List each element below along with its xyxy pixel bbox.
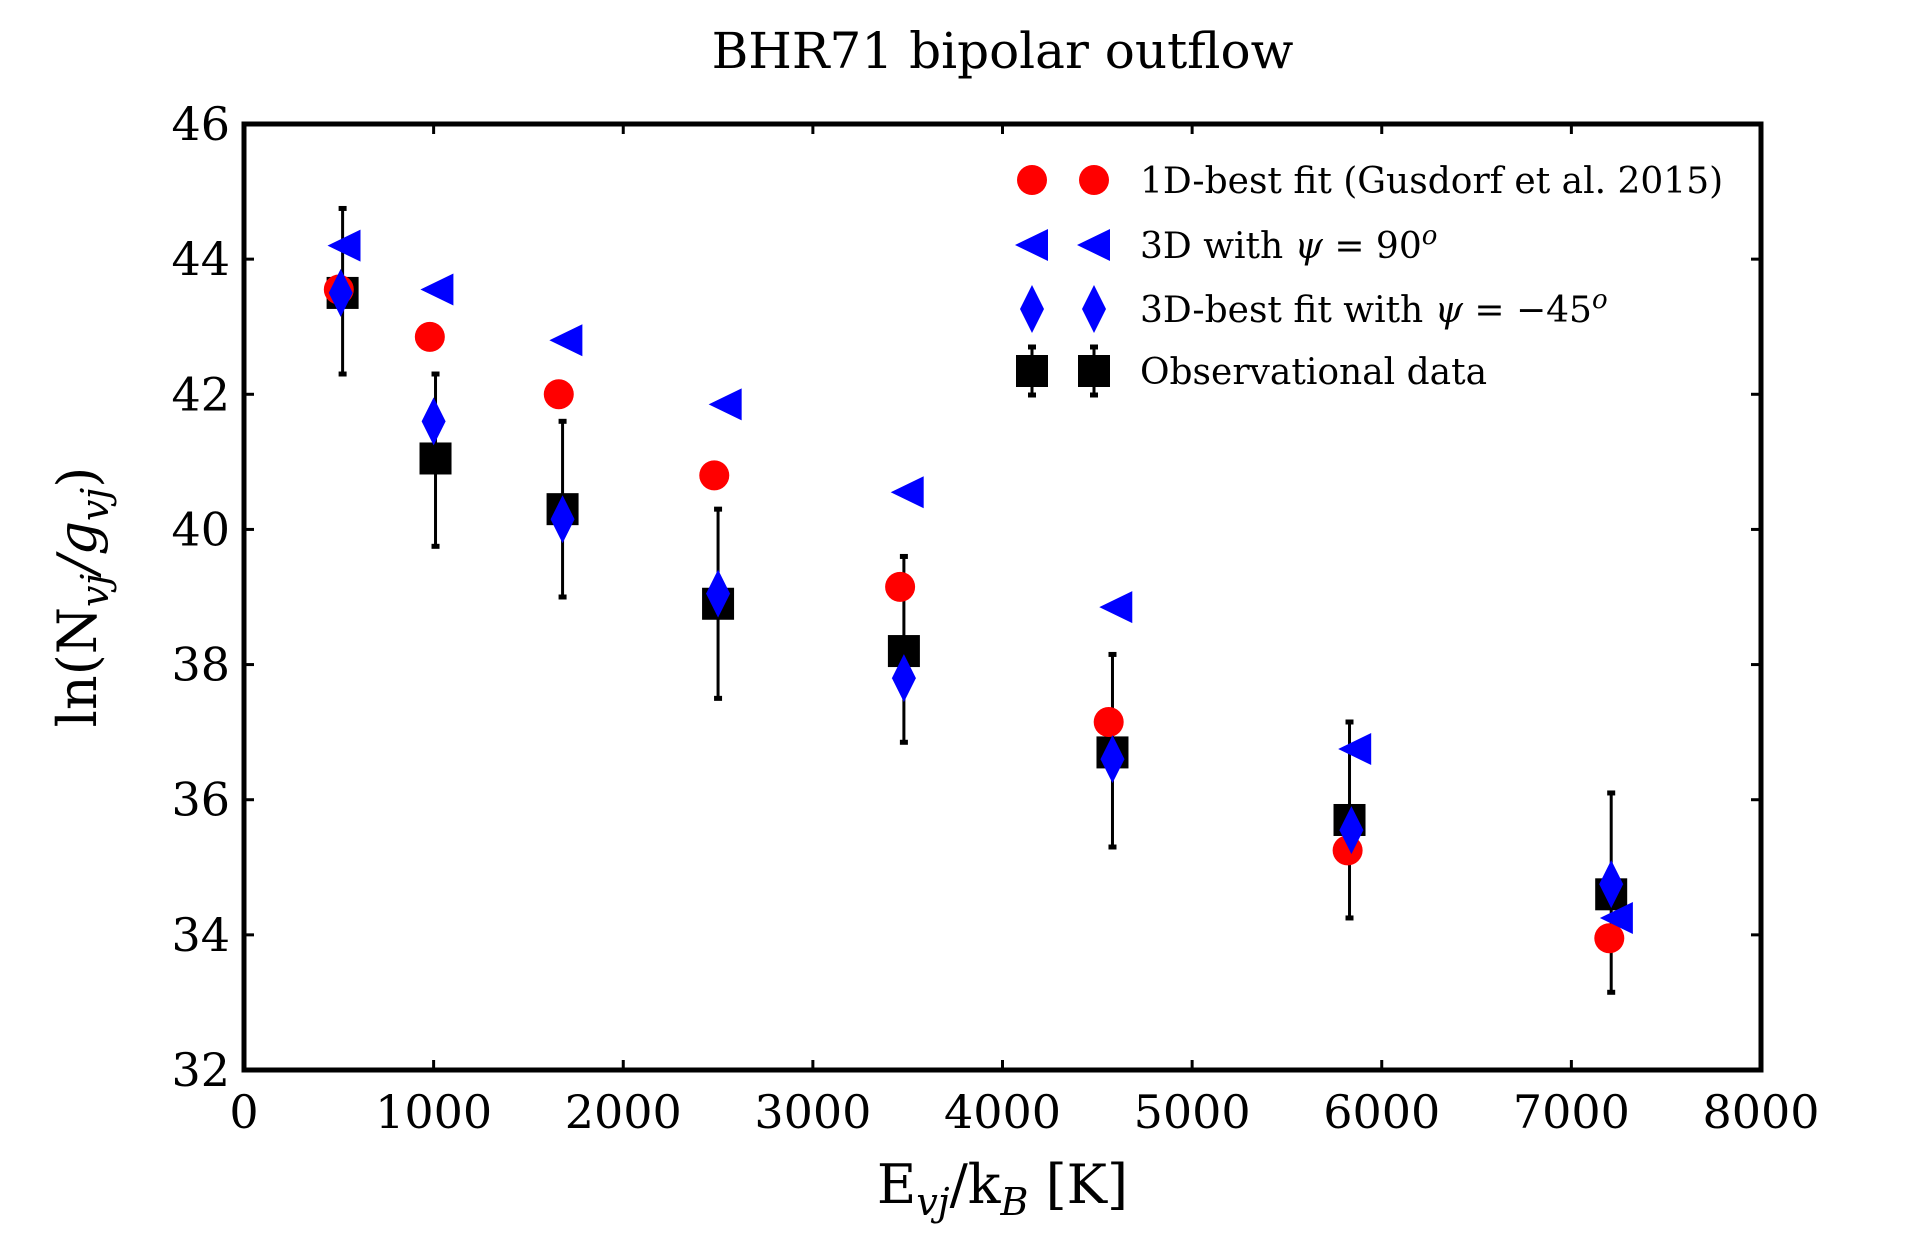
plot-frame bbox=[241, 121, 1764, 1073]
x-tick-label: 3000 bbox=[754, 1085, 871, 1139]
data-point-triangle-left bbox=[1099, 591, 1133, 624]
y-tick-label: 34 bbox=[171, 908, 230, 962]
legend-item: 3D-best fit with ψ = −45o bbox=[1020, 285, 1608, 333]
data-point-diamond bbox=[328, 268, 353, 317]
y-tick-label: 44 bbox=[171, 232, 230, 286]
data-point-triangle-left bbox=[549, 324, 583, 357]
data-point-diamond bbox=[891, 654, 916, 703]
x-tick-label: 2000 bbox=[565, 1085, 682, 1139]
y-tick-label: 40 bbox=[171, 502, 230, 556]
data-point-diamond bbox=[1339, 806, 1364, 855]
series-triangle-left bbox=[327, 229, 1633, 934]
axis-ticks: 0 1000 2000 3000 4000 5000 6000 7000 8000 32 34 36 3… bbox=[171, 97, 1819, 1139]
series-diamond bbox=[328, 268, 1624, 909]
y-tick-label: 32 bbox=[171, 1043, 230, 1097]
y-tick-label: 46 bbox=[171, 97, 230, 151]
legend-label: 3D with ψ = 90o bbox=[1140, 221, 1437, 267]
data-point-square bbox=[419, 442, 452, 475]
legend-item: Observational data bbox=[1016, 344, 1487, 398]
legend-marker-square bbox=[1016, 355, 1048, 387]
legend-label: 1D-best fit (Gusdorf et al. 2015) bbox=[1140, 161, 1723, 202]
legend-item: 1D-best fit (Gusdorf et al. 2015) bbox=[1017, 161, 1723, 202]
data-point-diamond bbox=[1100, 735, 1125, 784]
legend-marker-square bbox=[1078, 355, 1110, 387]
x-tick-label: 5000 bbox=[1134, 1085, 1251, 1139]
legend-label: Observational data bbox=[1140, 352, 1487, 393]
data-point-circle bbox=[699, 460, 730, 491]
x-tick-label: 4000 bbox=[944, 1085, 1061, 1139]
data-point-triangle-left bbox=[708, 388, 742, 421]
x-tick-label: 0 bbox=[229, 1085, 258, 1139]
x-tick-label: 7000 bbox=[1513, 1085, 1630, 1139]
legend-label: 3D-best fit with ψ = −45o bbox=[1140, 285, 1608, 331]
legend-marker-circle bbox=[1017, 165, 1047, 195]
y-tick-label: 38 bbox=[171, 638, 230, 692]
y-tick-label: 42 bbox=[171, 367, 230, 421]
legend: 1D-best fit (Gusdorf et al. 2015) 3D with… bbox=[1015, 161, 1723, 398]
data-point-diamond bbox=[421, 397, 446, 446]
data-point-diamond bbox=[550, 495, 575, 544]
y-axis-label: ln(Nvj/gvj) bbox=[46, 467, 117, 728]
data-point-diamond bbox=[1599, 860, 1624, 909]
data-point-circle bbox=[885, 571, 916, 602]
x-tick-label: 8000 bbox=[1702, 1085, 1819, 1139]
legend-marker-diamond bbox=[1020, 285, 1044, 333]
x-tick-label: 6000 bbox=[1323, 1085, 1440, 1139]
data-point-triangle-left bbox=[1338, 733, 1372, 766]
chart-title: BHR71 bipolar outflow bbox=[712, 22, 1294, 80]
data-point-circle bbox=[1594, 923, 1625, 954]
data-point-triangle-left bbox=[1599, 901, 1633, 934]
x-axis-label: Evj/kB [K] bbox=[877, 1153, 1128, 1224]
data-point-triangle-left bbox=[327, 229, 361, 262]
data-point-triangle-left bbox=[890, 476, 924, 509]
data-point-circle bbox=[1093, 707, 1124, 738]
y-tick-label: 36 bbox=[171, 773, 230, 827]
legend-item: 3D with ψ = 90o bbox=[1015, 221, 1437, 267]
data-point-diamond bbox=[706, 569, 731, 618]
data-point-triangle-left bbox=[420, 273, 454, 306]
data-point-circle bbox=[543, 379, 574, 410]
legend-marker-circle bbox=[1079, 165, 1109, 195]
data-point-circle bbox=[414, 321, 445, 352]
legend-marker-diamond bbox=[1082, 285, 1106, 333]
legend-marker-triangle-left bbox=[1015, 229, 1048, 261]
legend-marker-triangle-left bbox=[1077, 229, 1110, 261]
x-tick-label: 1000 bbox=[375, 1085, 492, 1139]
